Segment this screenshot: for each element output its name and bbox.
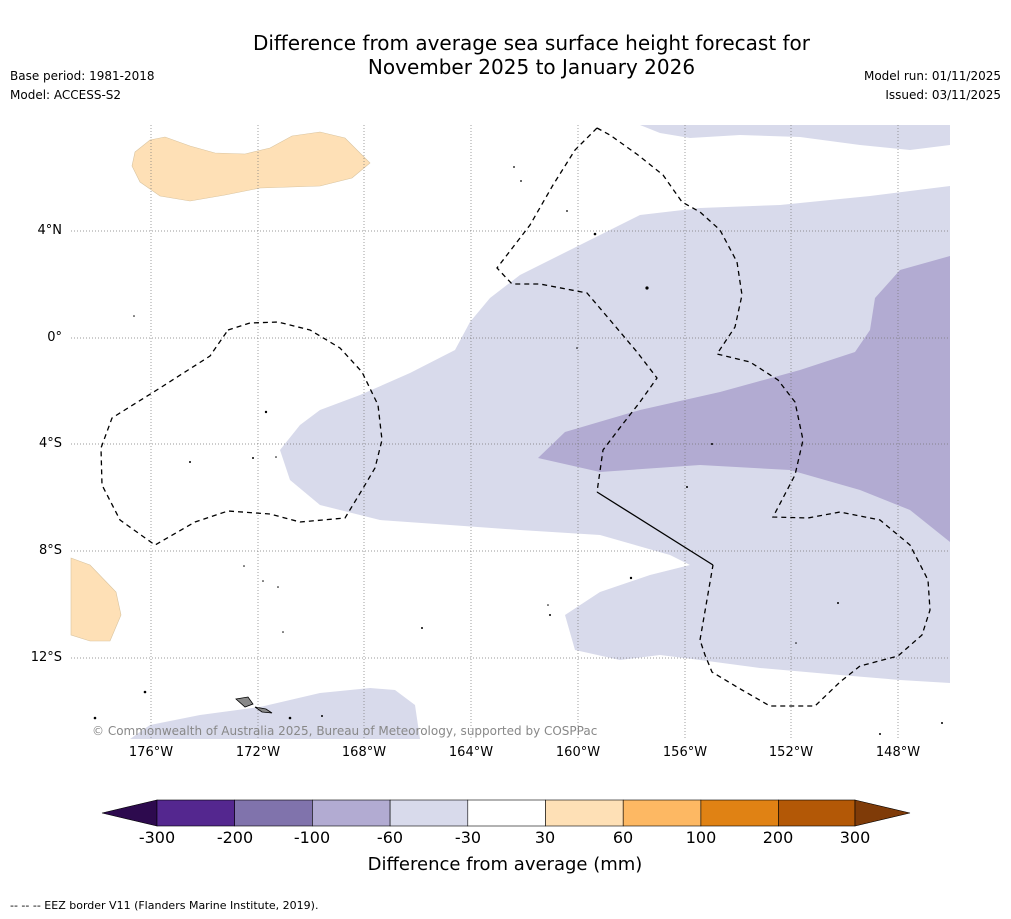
colorbar-swatch-9 <box>778 799 856 827</box>
title-line-1: Difference from average sea surface heig… <box>252 31 811 55</box>
colorbar-extend-low <box>101 799 158 827</box>
colorbar-swatch-2 <box>234 799 313 827</box>
lon-label-148w: 148°W <box>875 745 921 760</box>
lat-label-4n: 4°N <box>37 223 63 238</box>
eez-footnote: -- -- -- EEZ border V11 (Flanders Marine… <box>10 899 319 912</box>
map-title: Difference from average sea surface heig… <box>200 31 863 79</box>
lon-label-164w: 164°W <box>448 745 494 760</box>
colorbar-tick-5: 30 <box>534 828 556 847</box>
graticule <box>71 125 950 739</box>
colorbar-extend-high <box>854 799 911 827</box>
meta-right: Model run: 01/11/2025 Issued: 03/11/2025 <box>864 67 1001 105</box>
colorbar-swatch-5 <box>467 799 546 827</box>
colorbar-tick-4: -30 <box>454 828 482 847</box>
eez-border-central-east <box>596 127 931 707</box>
colorbar-tick-1: -200 <box>216 828 254 847</box>
model-run: Model run: 01/11/2025 <box>863 69 1001 83</box>
colorbar-tick-6: 60 <box>612 828 634 847</box>
lon-label-176w: 176°W <box>128 745 174 760</box>
lat-label-0: 0° <box>47 330 62 345</box>
colorbar-tick-3: -60 <box>376 828 404 847</box>
eez-border-west <box>100 321 383 546</box>
landmass-west <box>70 557 122 642</box>
colorbar-swatch-3 <box>312 799 391 827</box>
colorbar-swatch-4 <box>389 799 469 827</box>
eez-border-south-left <box>699 564 714 641</box>
island-samoa-a <box>235 696 254 708</box>
lon-label-156w: 156°W <box>662 745 708 760</box>
title-line-2: November 2025 to January 2026 <box>367 55 696 79</box>
lat-label-12s: 12°S <box>30 650 62 665</box>
issued-date: Issued: 03/11/2025 <box>885 88 1001 102</box>
anomaly-region-light-top <box>640 125 950 150</box>
island-dots <box>93 166 943 735</box>
lat-label-8s: 8°S <box>38 543 62 558</box>
colorbar-title: Difference from average (mm) <box>367 854 643 875</box>
copyright-notice: © Commonwealth of Australia 2025, Bureau… <box>92 724 598 738</box>
eez-border-central-north <box>496 127 658 493</box>
colorbar-swatch-7 <box>622 799 702 827</box>
lon-label-152w: 152°W <box>768 745 814 760</box>
meta-left: Base period: 1981-2018 Model: ACCESS-S2 <box>10 67 155 105</box>
island-samoa-b <box>254 706 273 714</box>
colorbar-tick-7: 100 <box>685 828 717 847</box>
eez-border-solid <box>596 491 714 566</box>
anomaly-region-medium <box>538 256 950 542</box>
lat-label-4s: 4°S <box>38 436 62 451</box>
colorbar-tick-0: -300 <box>138 828 176 847</box>
lon-label-172w: 172°W <box>235 745 281 760</box>
model-name: Model: ACCESS-S2 <box>10 88 122 102</box>
eez-borders <box>100 127 931 707</box>
colorbar-tick-9: 300 <box>839 828 871 847</box>
colorbar-swatch-1 <box>156 799 235 827</box>
map-frame <box>70 125 950 739</box>
anomaly-region-light-bottom <box>130 688 420 739</box>
base-period: Base period: 1981-2018 <box>10 69 155 83</box>
colorbar <box>101 799 911 827</box>
lon-label-168w: 168°W <box>341 745 387 760</box>
colorbar-tick-2: -100 <box>293 828 331 847</box>
lon-label-160w: 160°W <box>555 745 601 760</box>
colorbar-tick-8: 200 <box>762 828 794 847</box>
colorbar-swatch-8 <box>700 799 779 827</box>
landmass-north <box>131 131 371 202</box>
colorbar-swatch-6 <box>545 799 624 827</box>
